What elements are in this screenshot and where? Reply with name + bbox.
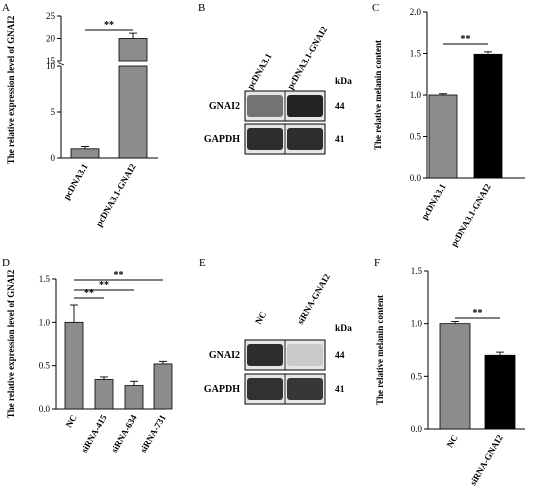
significance-marker: ** bbox=[114, 270, 124, 281]
significance-marker: ** bbox=[104, 20, 114, 31]
blot-row-label: GAPDH bbox=[204, 134, 240, 145]
bar-pcDNA3.1-GNAI2-upper bbox=[118, 38, 148, 62]
kda-unit-label: kDa bbox=[335, 324, 352, 334]
panel-letter-E: E bbox=[199, 257, 206, 269]
bar-siRNA-634 bbox=[124, 385, 144, 410]
y-tick-label: 0.5 bbox=[39, 361, 51, 371]
panel-letter-B: B bbox=[198, 2, 205, 14]
bar-pcDNA3.1 bbox=[428, 94, 458, 179]
blot-band bbox=[247, 378, 283, 400]
blot-row-label: GNAI2 bbox=[209, 101, 240, 112]
y-tick-label: 15 bbox=[46, 56, 56, 66]
bar-NC bbox=[439, 323, 471, 430]
significance-marker: ** bbox=[84, 288, 94, 299]
y-tick-label: 0.0 bbox=[411, 424, 423, 434]
category-label: NC bbox=[64, 413, 79, 429]
blot-band bbox=[247, 128, 283, 150]
y-tick-label: 0.5 bbox=[411, 371, 423, 381]
kda-value: 41 bbox=[335, 135, 345, 145]
y-tick-label: 1.0 bbox=[39, 317, 51, 327]
y-tick-label: 1.5 bbox=[411, 266, 423, 276]
y-tick-label: 1.0 bbox=[410, 90, 422, 100]
y-tick-label: 0.0 bbox=[410, 173, 422, 183]
y-tick-label: 0.5 bbox=[410, 132, 422, 142]
panel-letter-D: D bbox=[2, 257, 10, 269]
bar-siRNA-731 bbox=[153, 363, 173, 410]
significance-marker: ** bbox=[461, 34, 471, 45]
panel-letter-F: F bbox=[374, 257, 380, 269]
bar-pcDNA3.1-GNAI2 bbox=[473, 53, 503, 179]
lane-label: pcDNA3.1 bbox=[245, 51, 274, 91]
y-tick-label: 10 bbox=[46, 61, 56, 71]
category-label: pcDNA3.1 bbox=[61, 162, 90, 202]
y-axis-label: The relative melanin content bbox=[373, 40, 383, 150]
y-tick-label: 0 bbox=[51, 153, 56, 163]
y-axis-label: The relative expression level of GNAI2 bbox=[6, 15, 16, 164]
blot-band bbox=[287, 378, 323, 400]
category-label: pcDNA3.1 bbox=[419, 182, 448, 222]
blot-band bbox=[287, 344, 323, 366]
category-label: siRNA-GNAI2 bbox=[468, 433, 505, 487]
y-tick-label: 1.5 bbox=[410, 49, 422, 59]
y-tick-label: 1.0 bbox=[411, 319, 423, 329]
y-axis-label: The relative melanin content bbox=[375, 295, 385, 405]
blot-band bbox=[287, 95, 323, 117]
bar-siRNA-415 bbox=[94, 379, 114, 410]
bar-NC bbox=[64, 321, 84, 410]
y-tick-label: 20 bbox=[46, 34, 56, 44]
category-label: pcDNA3.1-GNAI2 bbox=[94, 162, 138, 229]
bar-pcDNA3.1 bbox=[70, 148, 100, 159]
category-label: NC bbox=[445, 433, 460, 449]
kda-value: 44 bbox=[335, 102, 345, 112]
category-label: pcDNA3.1-GNAI2 bbox=[449, 182, 493, 249]
bar-siRNA-GNAI2 bbox=[484, 354, 516, 430]
axis-break-mark bbox=[57, 62, 65, 66]
category-label: siRNA-634 bbox=[109, 413, 139, 455]
y-tick-label: 2.0 bbox=[410, 7, 422, 17]
y-tick-label: 25 bbox=[46, 11, 56, 21]
category-label: siRNA-415 bbox=[79, 413, 109, 455]
panel-letter-C: C bbox=[372, 2, 379, 14]
y-tick-label: 0.0 bbox=[39, 404, 51, 414]
blot-band bbox=[247, 95, 283, 117]
lane-label: pcDNA3.1-GNAI2 bbox=[285, 24, 329, 91]
panel-letter-A: A bbox=[2, 2, 10, 14]
kda-value: 44 bbox=[335, 351, 345, 361]
bar-pcDNA3.1-GNAI2-lower bbox=[118, 65, 148, 159]
blot-row-label: GAPDH bbox=[204, 384, 240, 395]
lane-label: NC bbox=[253, 310, 268, 326]
blot-band bbox=[247, 344, 283, 366]
y-tick-label: 5 bbox=[51, 107, 56, 117]
significance-marker: ** bbox=[99, 280, 109, 291]
kda-unit-label: kDa bbox=[335, 77, 352, 87]
y-tick-label: 1.5 bbox=[39, 274, 51, 284]
blot-band bbox=[287, 128, 323, 150]
y-axis-label: The relative expression level of GNAI2 bbox=[6, 269, 16, 418]
kda-value: 41 bbox=[335, 385, 345, 395]
lane-label: siRNA-GNAI2 bbox=[295, 272, 332, 326]
blot-row-label: GNAI2 bbox=[209, 350, 240, 361]
category-label: siRNA-731 bbox=[138, 413, 168, 455]
significance-marker: ** bbox=[473, 308, 483, 319]
